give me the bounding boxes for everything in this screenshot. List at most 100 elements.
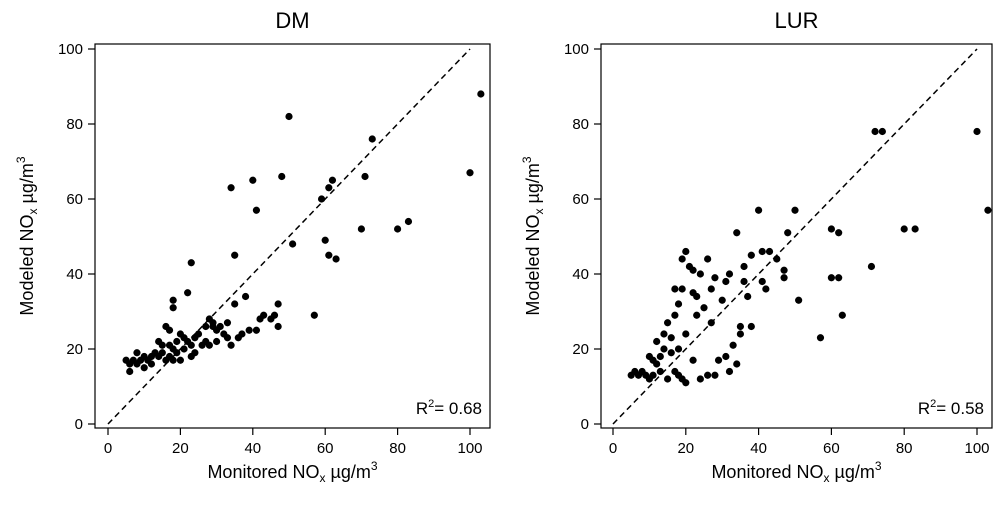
data-point — [696, 270, 704, 278]
data-point — [653, 337, 661, 346]
data-point — [231, 300, 239, 308]
data-point — [238, 330, 246, 338]
data-point — [180, 345, 188, 353]
data-point — [169, 304, 177, 312]
y-tick-label: 100 — [564, 41, 589, 58]
y-tick-label: 40 — [66, 266, 83, 283]
data-point — [187, 341, 195, 349]
data-point — [213, 337, 221, 346]
x-tick-label: 20 — [677, 440, 694, 457]
data-point — [682, 379, 690, 387]
data-point — [733, 360, 741, 368]
x-tick-label: 0 — [609, 440, 617, 457]
data-point — [332, 255, 340, 263]
data-point — [252, 206, 261, 214]
data-point — [704, 255, 712, 263]
y-tick-label: 80 — [572, 116, 589, 133]
y-tick-label: 0 — [75, 416, 83, 433]
y-tick-label: 20 — [572, 341, 589, 358]
data-point — [667, 349, 675, 357]
x-axis-label: Monitored NOx µg/m3 — [207, 459, 377, 485]
x-axis-label: Monitored NOx µg/m3 — [711, 459, 881, 485]
y-tick-label: 100 — [58, 41, 83, 58]
data-point — [722, 352, 730, 361]
data-point — [223, 319, 232, 327]
data-point — [205, 341, 213, 349]
data-point — [278, 172, 286, 181]
data-point — [693, 292, 701, 301]
data-point — [328, 176, 337, 184]
data-point — [762, 285, 770, 293]
data-point — [704, 371, 712, 379]
x-tick-label: 60 — [317, 440, 334, 457]
y-tick-label: 60 — [66, 191, 83, 208]
data-point — [274, 322, 282, 331]
identity-line — [107, 48, 471, 425]
data-point — [827, 225, 836, 233]
data-point — [795, 296, 803, 304]
data-point — [194, 330, 203, 338]
plot-frame — [600, 43, 993, 429]
data-point — [747, 322, 755, 331]
data-point — [707, 285, 715, 293]
data-point — [878, 127, 886, 136]
data-point — [718, 296, 726, 304]
data-point — [245, 326, 253, 334]
data-point — [325, 251, 333, 259]
panel-lur: LUR 0 20 40 60 80 100 0 20 40 60 80 100 Monitored NOx… — [520, 8, 993, 485]
data-point — [660, 345, 668, 353]
data-point — [223, 334, 232, 342]
data-point — [729, 341, 737, 349]
data-point — [361, 172, 369, 181]
x-tick-label: 100 — [964, 440, 989, 457]
data-point — [664, 375, 672, 383]
data-point — [744, 292, 752, 301]
data-point — [725, 270, 734, 278]
data-point — [755, 206, 763, 214]
data-point — [140, 364, 148, 372]
data-point — [176, 356, 184, 364]
data-point — [722, 277, 730, 286]
data-point — [667, 334, 675, 342]
data-point — [285, 112, 293, 121]
data-point — [780, 274, 788, 282]
data-point — [835, 274, 843, 282]
data-point — [249, 176, 257, 184]
data-point — [649, 371, 657, 379]
plot-frame — [94, 43, 491, 429]
data-point — [911, 225, 919, 233]
data-point — [260, 311, 268, 319]
data-point — [816, 334, 825, 342]
data-point — [656, 352, 664, 361]
data-point — [714, 356, 723, 364]
x-tick-label: 40 — [750, 440, 767, 457]
data-point — [165, 326, 174, 334]
data-point — [700, 304, 708, 312]
data-point — [147, 360, 156, 368]
data-point — [711, 274, 719, 282]
data-point — [216, 322, 224, 331]
data-point — [173, 337, 181, 346]
data-point — [404, 217, 413, 226]
data-point — [231, 251, 239, 259]
data-point — [252, 326, 261, 334]
data-point — [758, 247, 766, 256]
data-point — [973, 127, 981, 136]
data-point — [784, 229, 792, 237]
data-point — [827, 274, 836, 282]
data-point — [664, 319, 672, 327]
data-point — [289, 240, 297, 248]
y-axis-label: Modeled NOx µg/m3 — [520, 156, 546, 315]
chart-title: DM — [275, 8, 309, 33]
data-point — [773, 255, 781, 263]
data-point — [184, 289, 192, 297]
data-point — [736, 330, 745, 338]
data-point — [689, 266, 697, 274]
identity-line — [612, 48, 978, 425]
data-point — [191, 349, 199, 357]
chart-title: LUR — [774, 8, 818, 33]
data-point — [838, 311, 846, 319]
data-point — [736, 322, 745, 331]
data-point — [656, 367, 664, 376]
data-point — [678, 255, 686, 263]
